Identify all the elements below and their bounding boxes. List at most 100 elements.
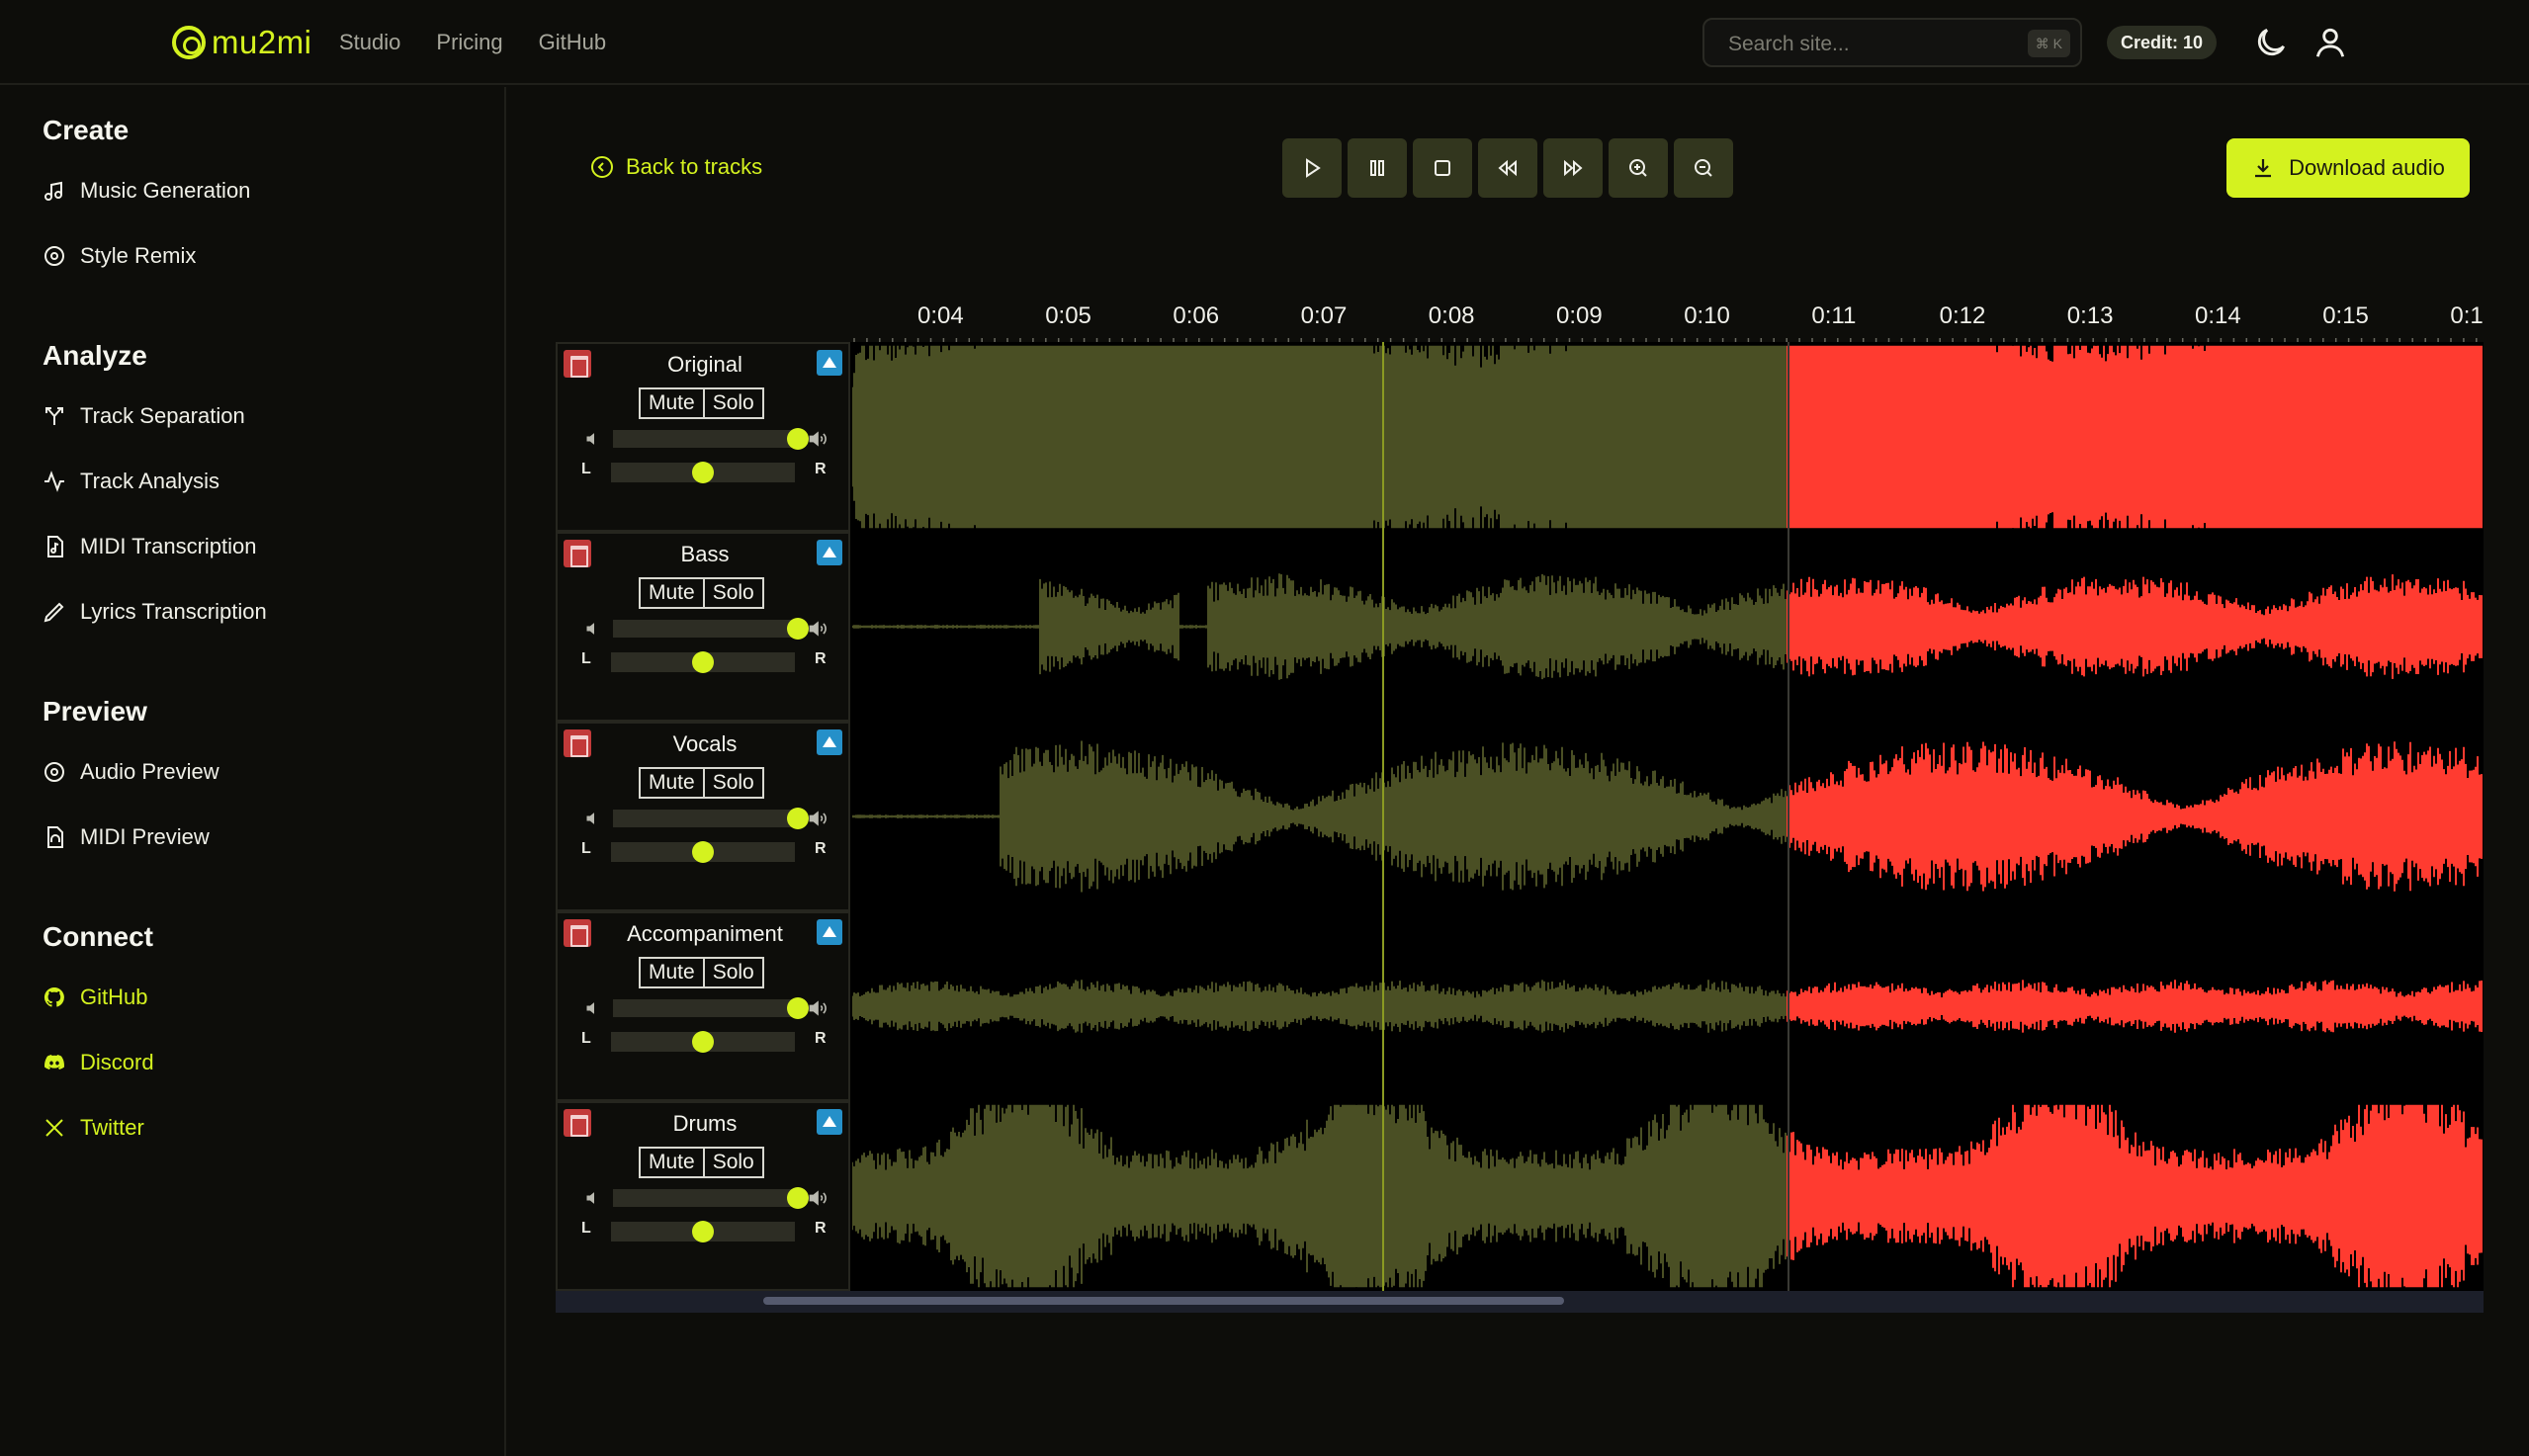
volume-low-icon — [586, 813, 594, 824]
pan-knob[interactable] — [692, 841, 714, 863]
volume-slider[interactable] — [583, 617, 830, 641]
pan-knob[interactable] — [692, 651, 714, 673]
volume-knob[interactable] — [787, 997, 809, 1019]
waveform-accompaniment[interactable] — [852, 911, 2484, 1101]
volume-slider[interactable] — [583, 807, 830, 830]
zoom-in-button[interactable] — [1609, 138, 1668, 198]
fast-forward-button[interactable] — [1543, 138, 1603, 198]
pan-right-label: R — [815, 650, 827, 667]
timeline-label: 0:06 — [1173, 302, 1220, 329]
nav-link-studio[interactable]: Studio — [339, 30, 401, 54]
timeline-label: 0:14 — [2195, 302, 2241, 329]
sidebar-item-track-analysis[interactable]: Track Analysis — [43, 469, 219, 494]
sidebar-item-style-remix[interactable]: Style Remix — [43, 243, 196, 269]
waveform-vocals[interactable] — [852, 722, 2484, 911]
download-audio-button[interactable]: Download audio — [2226, 138, 2470, 198]
delete-track-icon[interactable] — [564, 729, 591, 757]
collapse-track-icon[interactable] — [817, 540, 842, 565]
volume-slider[interactable] — [583, 427, 830, 451]
stop-button[interactable] — [1413, 138, 1472, 198]
track-name: Original — [667, 352, 742, 377]
sidebar-item-audio-preview[interactable]: Audio Preview — [43, 759, 219, 785]
moon-icon[interactable] — [2252, 24, 2290, 61]
solo-button[interactable]: Solo — [704, 1147, 764, 1178]
volume-track[interactable] — [613, 1189, 797, 1207]
pan-knob[interactable] — [692, 1031, 714, 1053]
nav-link-pricing[interactable]: Pricing — [436, 30, 503, 54]
sidebar-item-twitter[interactable]: Twitter — [43, 1115, 144, 1141]
waveform-bass[interactable] — [852, 532, 2484, 722]
volume-knob[interactable] — [787, 1187, 809, 1209]
scrollbar-thumb[interactable] — [763, 1297, 1564, 1305]
pause-button[interactable] — [1348, 138, 1407, 198]
volume-knob[interactable] — [787, 808, 809, 829]
discord-icon — [44, 1055, 64, 1070]
pan-knob[interactable] — [692, 1221, 714, 1242]
collapse-track-icon[interactable] — [817, 919, 842, 945]
volume-track[interactable] — [613, 430, 797, 448]
mute-button[interactable]: Mute — [639, 577, 705, 609]
pan-knob[interactable] — [692, 462, 714, 483]
sidebar-item-github[interactable]: GitHub — [43, 985, 147, 1010]
volume-slider[interactable] — [583, 996, 830, 1020]
mute-button[interactable]: Mute — [639, 387, 705, 419]
sidebar-item-discord[interactable]: Discord — [43, 1050, 154, 1075]
pan-left-label: L — [581, 1220, 591, 1237]
track-controls-vocals: Vocals Mute Solo L R — [556, 722, 850, 911]
pan-right-label: R — [815, 1030, 827, 1047]
delete-track-icon[interactable] — [564, 1109, 591, 1137]
volume-track[interactable] — [613, 620, 797, 638]
nav-link-github[interactable]: GitHub — [538, 30, 607, 54]
sidebar-item-midi-transcription[interactable]: MIDI Transcription — [43, 534, 257, 559]
search-input[interactable]: Search site... ⌘ K — [1702, 18, 2082, 67]
mute-button[interactable]: Mute — [639, 957, 705, 988]
volume-high-icon — [809, 621, 827, 637]
stop-icon — [1435, 160, 1450, 176]
rewind-button[interactable] — [1478, 138, 1537, 198]
mute-button[interactable]: Mute — [639, 767, 705, 799]
volume-knob[interactable] — [787, 618, 809, 640]
timeline-label: 0:09 — [1556, 302, 1603, 329]
sidebar-item-label: MIDI Transcription — [80, 534, 257, 558]
volume-knob[interactable] — [787, 428, 809, 450]
track-controls-drums: Drums Mute Solo L R — [556, 1101, 850, 1291]
delete-track-icon[interactable] — [564, 540, 591, 567]
search-placeholder: Search site... — [1728, 33, 1850, 55]
solo-button[interactable]: Solo — [704, 957, 764, 988]
timeline-ruler[interactable]: 0:04 0:05 0:06 0:07 0:08 0:09 0:10 0:11 0:12 0:13… — [852, 293, 2484, 342]
volume-track[interactable] — [613, 999, 797, 1017]
mute-button[interactable]: Mute — [639, 1147, 705, 1178]
solo-button[interactable]: Solo — [704, 767, 764, 799]
github-icon — [44, 986, 64, 1007]
back-to-tracks-link[interactable]: Back to tracks — [590, 154, 762, 180]
brand-logo[interactable]: mu2mi — [172, 24, 312, 61]
solo-button[interactable]: Solo — [704, 577, 764, 609]
sidebar-item-lyrics-transcription[interactable]: Lyrics Transcription — [43, 599, 267, 625]
waveform-original[interactable] — [852, 342, 2484, 532]
playhead[interactable] — [1382, 342, 1384, 1291]
solo-button[interactable]: Solo — [704, 387, 764, 419]
play-button[interactable] — [1282, 138, 1342, 198]
track-name: Drums — [672, 1111, 738, 1136]
delete-track-icon[interactable] — [564, 350, 591, 378]
volume-track[interactable] — [613, 810, 797, 827]
sidebar-item-track-separation[interactable]: Track Separation — [43, 403, 245, 429]
sidebar-item-midi-preview[interactable]: MIDI Preview — [43, 824, 210, 850]
sidebar-item-music-generation[interactable]: Music Generation — [43, 178, 250, 204]
collapse-track-icon[interactable] — [817, 350, 842, 376]
sidebar-item-label: Discord — [80, 1050, 154, 1074]
collapse-track-icon[interactable] — [817, 729, 842, 755]
delete-track-icon[interactable] — [564, 919, 591, 947]
volume-slider[interactable] — [583, 1186, 830, 1210]
collapse-track-icon[interactable] — [817, 1109, 842, 1135]
waveform-drums[interactable] — [852, 1101, 2484, 1291]
pan-left-label: L — [581, 461, 591, 477]
zoom-out-button[interactable] — [1674, 138, 1733, 198]
horizontal-scrollbar[interactable] — [556, 1291, 2484, 1313]
user-icon[interactable] — [2311, 24, 2349, 61]
